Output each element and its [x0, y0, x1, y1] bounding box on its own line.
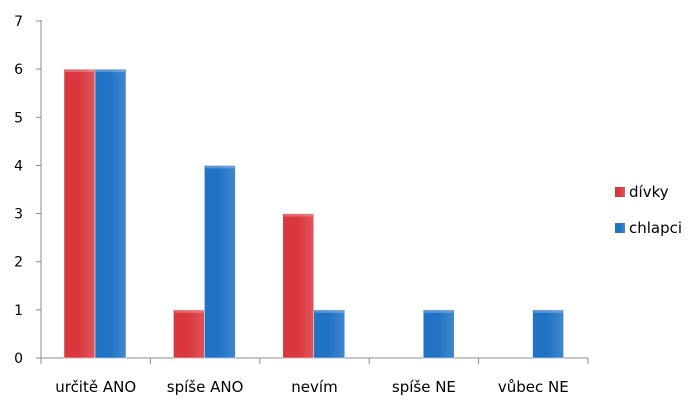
y-tick-label: 4	[14, 158, 23, 174]
bar-dívky-0	[63, 68, 96, 359]
bar-highlight	[283, 213, 313, 217]
y-tick-label: 0	[14, 351, 23, 367]
legend-label: dívky	[629, 183, 669, 201]
bar-highlight	[424, 309, 454, 313]
bar-dívky-2	[282, 213, 315, 359]
bar-highlight	[533, 309, 563, 313]
y-tick-label: 6	[14, 62, 23, 78]
bar-highlight	[314, 309, 344, 313]
y-tick-label: 5	[14, 110, 23, 126]
y-tick-label: 7	[14, 14, 23, 30]
bar-chlapci-4	[532, 309, 564, 359]
bar-chlapci-3	[422, 309, 455, 359]
bar-chlapci-1	[204, 165, 236, 359]
legend-swatch	[615, 223, 625, 233]
bar-chlapci-0	[94, 68, 127, 359]
x-category-label: vůbec NE	[498, 378, 569, 396]
bar-highlight	[174, 309, 204, 313]
bar-chlapci-2	[313, 309, 346, 359]
x-category-label: spíše ANO	[167, 378, 244, 396]
legend-swatch	[615, 187, 625, 197]
x-category-label: spíše NE	[392, 378, 456, 396]
y-tick-label: 3	[14, 207, 23, 223]
x-category-label: určitě ANO	[55, 378, 136, 396]
x-category-label: nevím	[291, 378, 337, 396]
bar-highlight	[65, 69, 94, 73]
y-tick-label: 2	[14, 255, 23, 271]
legend-label: chlapci	[629, 219, 682, 237]
bar-highlight	[205, 165, 235, 169]
bar-dívky-1	[173, 309, 205, 359]
y-tick-label: 1	[14, 303, 23, 319]
bar-highlight	[96, 69, 125, 73]
